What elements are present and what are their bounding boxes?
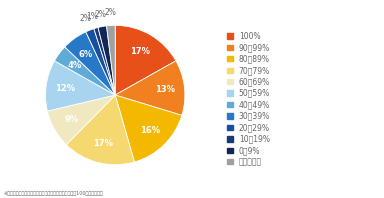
Legend: 100%, 90～99%, 80～89%, 70～79%, 60～69%, 50～59%, 40～49%, 30～39%, 20～29%, 10～19%, 0～: 100%, 90～99%, 80～89%, 70～79%, 60～69%, 50… xyxy=(227,31,271,167)
Wedge shape xyxy=(47,95,115,145)
Text: 2%: 2% xyxy=(104,9,116,17)
Text: 9%: 9% xyxy=(65,115,79,124)
Wedge shape xyxy=(66,95,134,165)
Wedge shape xyxy=(46,61,115,111)
Wedge shape xyxy=(55,47,115,95)
Wedge shape xyxy=(65,32,115,95)
Wedge shape xyxy=(115,95,182,162)
Text: 4%: 4% xyxy=(68,61,82,70)
Text: 17%: 17% xyxy=(131,47,151,56)
Text: 12%: 12% xyxy=(55,84,76,92)
Wedge shape xyxy=(86,29,115,95)
Text: 17%: 17% xyxy=(93,139,113,148)
Text: 6%: 6% xyxy=(79,50,93,59)
Wedge shape xyxy=(98,26,115,95)
Text: 16%: 16% xyxy=(140,126,161,135)
Wedge shape xyxy=(106,25,115,95)
Text: 2%: 2% xyxy=(79,14,91,23)
Text: 13%: 13% xyxy=(155,85,175,94)
Wedge shape xyxy=(115,61,185,115)
Text: 2%: 2% xyxy=(94,10,106,19)
Wedge shape xyxy=(94,28,115,95)
Text: 1%: 1% xyxy=(86,11,98,21)
Text: ※小数点以下を四捨五入しているため、必ずしも合計が100にならない。: ※小数点以下を四捨五入しているため、必ずしも合計が100にならない。 xyxy=(4,191,104,196)
Wedge shape xyxy=(115,25,176,95)
